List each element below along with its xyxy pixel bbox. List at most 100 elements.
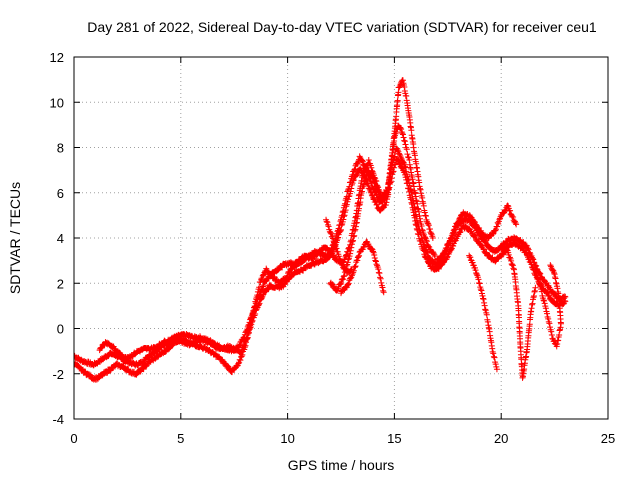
- data-point: [413, 197, 420, 204]
- data-point: [482, 307, 489, 314]
- data-point: [143, 362, 150, 369]
- data-point: [444, 253, 451, 260]
- data-point: [347, 247, 354, 254]
- data-point: [495, 220, 502, 227]
- data-point: [397, 81, 404, 88]
- data-point: [471, 218, 478, 225]
- data-point: [506, 254, 513, 261]
- series-track-4: [327, 122, 438, 294]
- data-point: [251, 303, 258, 310]
- data-point: [361, 181, 368, 188]
- data-point: [504, 202, 511, 209]
- y-tick-label: 8: [57, 141, 64, 156]
- data-point: [443, 256, 450, 263]
- data-point: [419, 226, 426, 233]
- data-point: [337, 281, 344, 288]
- data-point: [402, 174, 409, 181]
- data-point: [422, 213, 429, 220]
- data-point: [413, 222, 420, 229]
- data-point: [348, 185, 355, 192]
- data-point: [81, 368, 88, 375]
- data-point: [370, 248, 377, 255]
- data-point: [397, 124, 404, 131]
- data-point: [430, 249, 437, 256]
- data-point: [97, 358, 104, 365]
- data-point: [382, 201, 389, 208]
- data-point: [107, 367, 114, 374]
- data-point: [225, 364, 232, 371]
- data-point: [256, 300, 263, 307]
- data-point: [246, 325, 253, 332]
- data-point: [368, 245, 375, 252]
- data-point: [286, 269, 293, 276]
- x-tick-label: 0: [70, 431, 77, 446]
- y-tick-label: 0: [57, 322, 64, 337]
- data-point: [354, 257, 361, 264]
- data-point: [508, 212, 515, 219]
- data-point: [528, 261, 535, 268]
- data-point: [254, 292, 261, 299]
- data-point: [484, 318, 491, 325]
- data-point: [368, 164, 375, 171]
- data-point: [354, 171, 361, 178]
- data-point: [398, 126, 405, 133]
- data-point: [240, 342, 247, 349]
- data-point: [403, 176, 410, 183]
- data-point: [235, 360, 242, 367]
- data-point: [390, 168, 397, 175]
- data-point: [259, 276, 266, 283]
- data-point: [371, 251, 378, 258]
- data-point: [345, 280, 352, 287]
- x-tick-label: 10: [280, 431, 294, 446]
- data-point: [407, 196, 414, 203]
- data-point: [542, 305, 549, 312]
- data-point: [537, 270, 544, 277]
- data-point: [404, 151, 411, 158]
- data-point: [359, 157, 366, 164]
- data-point: [359, 158, 366, 165]
- data-point: [284, 273, 291, 280]
- data-point: [366, 185, 373, 192]
- y-tick-label: 10: [50, 95, 64, 110]
- data-point: [365, 156, 372, 163]
- data-point: [370, 175, 377, 182]
- data-point: [451, 226, 458, 233]
- data-point: [480, 245, 487, 252]
- data-point: [254, 288, 261, 295]
- data-point: [482, 306, 489, 313]
- series-track-3: [96, 77, 436, 362]
- data-point: [492, 361, 499, 368]
- data-point: [324, 219, 331, 226]
- data-point: [374, 262, 381, 269]
- ticks: [73, 56, 609, 420]
- data-point: [98, 344, 105, 351]
- data-point: [345, 196, 352, 203]
- data-point: [491, 354, 498, 361]
- grid: [74, 57, 608, 419]
- data-point: [349, 238, 356, 245]
- data-point: [250, 307, 257, 314]
- data-point: [398, 155, 405, 162]
- data-point: [330, 238, 337, 245]
- data-point: [540, 297, 547, 304]
- data-point: [376, 193, 383, 200]
- data-point: [420, 200, 427, 207]
- data-point: [526, 256, 533, 263]
- data-point: [345, 256, 352, 263]
- data-point: [251, 304, 258, 311]
- data-point: [395, 157, 402, 164]
- data-point: [380, 289, 387, 296]
- data-point: [337, 227, 344, 234]
- data-point: [494, 223, 501, 230]
- y-tick-label: 6: [57, 186, 64, 201]
- data-point: [508, 257, 515, 264]
- data-point: [375, 189, 382, 196]
- data-point: [340, 213, 347, 220]
- data-point: [240, 344, 247, 351]
- data-point: [492, 227, 499, 234]
- data-point: [446, 239, 453, 246]
- data-point: [475, 276, 482, 283]
- data-point: [377, 274, 384, 281]
- data-point: [546, 320, 553, 327]
- data-point: [480, 296, 487, 303]
